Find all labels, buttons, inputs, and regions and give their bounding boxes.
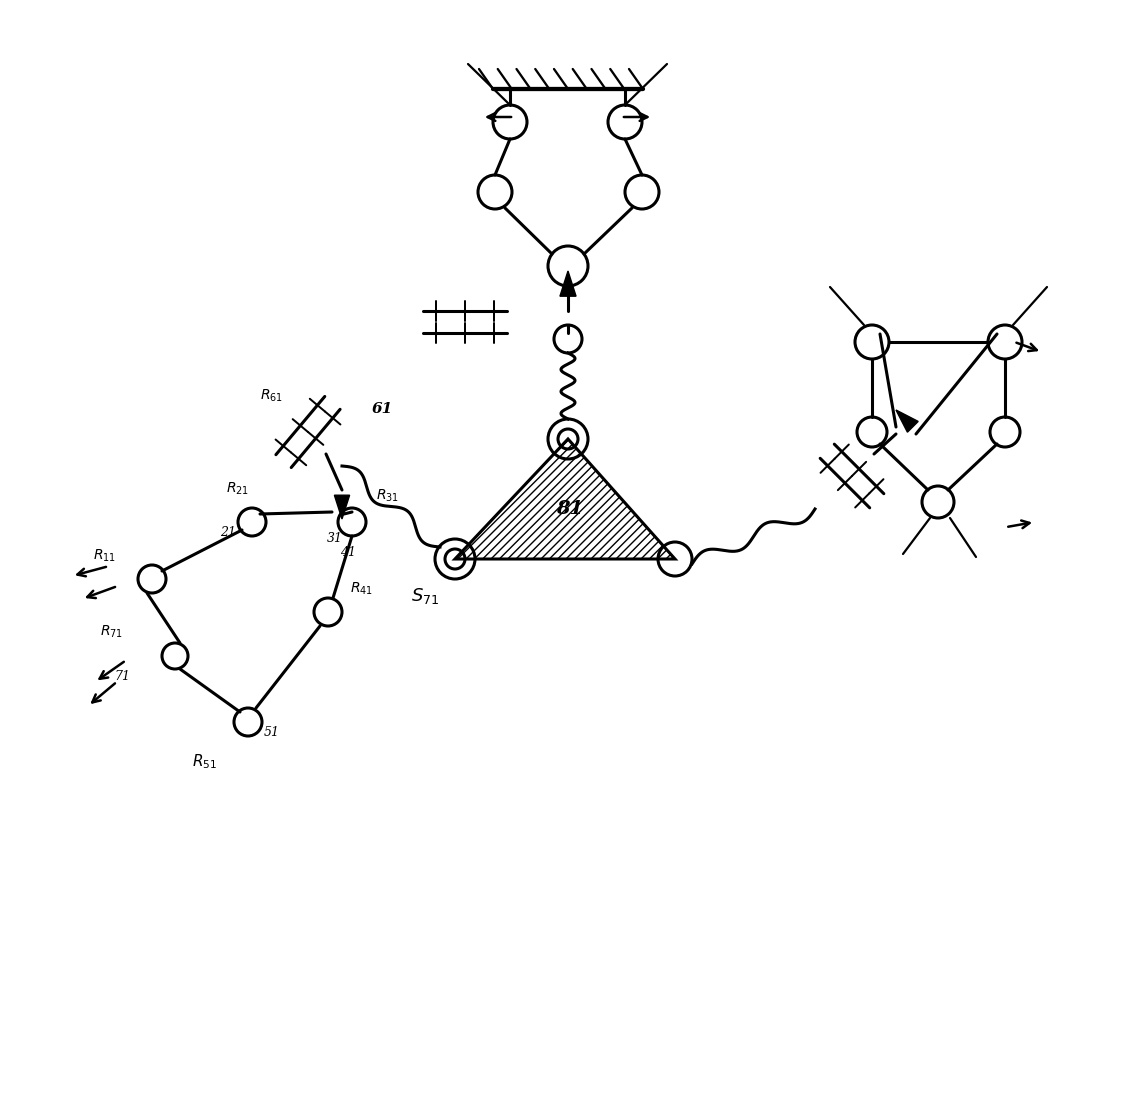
Text: 41: 41 bbox=[340, 546, 356, 559]
Text: 21: 21 bbox=[220, 525, 236, 538]
Polygon shape bbox=[560, 271, 576, 296]
Text: $R_{51}$: $R_{51}$ bbox=[192, 753, 218, 771]
Text: 31: 31 bbox=[327, 533, 343, 546]
Text: $R_{71}$: $R_{71}$ bbox=[100, 624, 124, 640]
Polygon shape bbox=[896, 410, 918, 432]
Polygon shape bbox=[334, 496, 350, 519]
Text: $R_{21}$: $R_{21}$ bbox=[226, 480, 250, 497]
Text: 61: 61 bbox=[371, 401, 393, 416]
Text: 81: 81 bbox=[557, 500, 584, 517]
Text: $R_{41}$: $R_{41}$ bbox=[351, 581, 374, 597]
Text: $R_{61}$: $R_{61}$ bbox=[260, 387, 284, 404]
Text: 71: 71 bbox=[114, 671, 130, 684]
Polygon shape bbox=[456, 439, 675, 559]
Text: $R_{31}$: $R_{31}$ bbox=[376, 488, 400, 504]
Text: 51: 51 bbox=[264, 725, 279, 738]
Text: $S_{71}$: $S_{71}$ bbox=[411, 586, 440, 606]
Text: $R_{11}$: $R_{11}$ bbox=[93, 548, 117, 565]
